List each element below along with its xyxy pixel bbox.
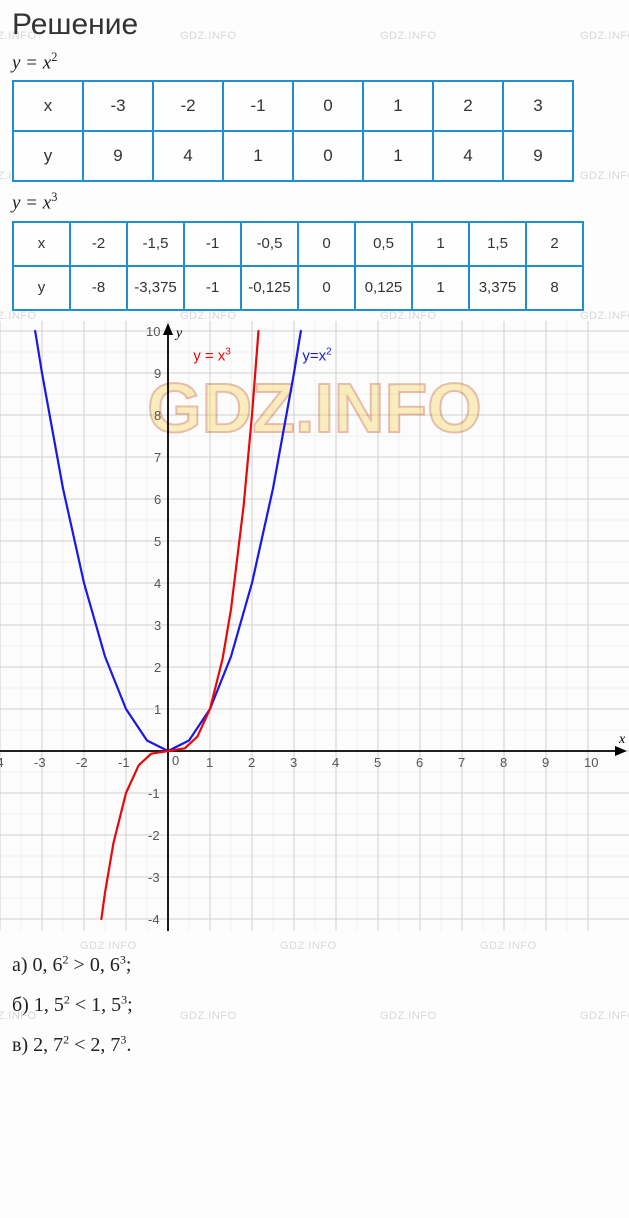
table-cell: 0 <box>298 222 355 266</box>
svg-text:y: y <box>174 326 183 341</box>
svg-text:8: 8 <box>154 408 161 423</box>
svg-text:1: 1 <box>154 702 161 717</box>
svg-text:-3: -3 <box>34 755 46 770</box>
svg-text:9: 9 <box>542 755 549 770</box>
svg-text:7: 7 <box>458 755 465 770</box>
svg-text:-4: -4 <box>0 755 4 770</box>
svg-text:1: 1 <box>206 755 213 770</box>
svg-text:x: x <box>618 732 626 747</box>
table-cell: x <box>13 81 83 131</box>
chart-container: GDZ.INFO x y -4 -3 -2 -1 1 2 3 4 5 6 7 8 9 10 -4 -3 -2 -1 1 2 3… <box>0 321 629 936</box>
table-cell: -1 <box>223 81 293 131</box>
table-cell: 0,125 <box>355 266 412 310</box>
table-cell: -2 <box>153 81 223 131</box>
table-cell: 4 <box>433 131 503 181</box>
table-cell: 0 <box>293 131 363 181</box>
formula-x3: y = x3 <box>12 190 617 214</box>
svg-text:5: 5 <box>154 534 161 549</box>
answer-c-label: в) <box>12 1034 28 1056</box>
formula-x2: y = x2 <box>12 50 617 74</box>
table-cell: 2 <box>526 222 583 266</box>
table-cell: 4 <box>153 131 223 181</box>
table-cell: -1 <box>184 222 241 266</box>
svg-text:-2: -2 <box>148 828 160 843</box>
table-cell: y <box>13 131 83 181</box>
answer-c: в) 2, 72 < 2, 73. <box>12 1026 617 1064</box>
table-cell: 2 <box>433 81 503 131</box>
answer-c-expr: 2, 72 < 2, 73. <box>33 1034 131 1056</box>
answer-b-label: б) <box>12 994 29 1016</box>
svg-text:-1: -1 <box>148 786 160 801</box>
answers-block: а) 0, 62 > 0, 63; б) 1, 52 < 1, 53; в) 2… <box>12 946 617 1064</box>
table-cell: 0,5 <box>355 222 412 266</box>
svg-text:9: 9 <box>154 366 161 381</box>
table-cell: -0,125 <box>241 266 298 310</box>
function-chart: GDZ.INFO x y -4 -3 -2 -1 1 2 3 4 5 6 7 8 9 10 -4 -3 -2 -1 1 2 3… <box>0 321 629 931</box>
table-cell: y <box>13 266 70 310</box>
table-cell: -8 <box>70 266 127 310</box>
table-x3: x-2-1,5-1-0,500,511,52 y-8-3,375-1-0,125… <box>12 221 584 311</box>
svg-text:10: 10 <box>584 755 598 770</box>
svg-text:3: 3 <box>154 618 161 633</box>
table-cell: 1 <box>412 266 469 310</box>
svg-text:3: 3 <box>290 755 297 770</box>
svg-text:4: 4 <box>154 576 161 591</box>
table-cell: 1 <box>363 81 433 131</box>
table-cell: -2 <box>70 222 127 266</box>
svg-text:10: 10 <box>146 324 160 339</box>
svg-text:6: 6 <box>416 755 423 770</box>
answer-b-expr: 1, 52 < 1, 53; <box>34 994 133 1016</box>
svg-text:0: 0 <box>172 753 179 768</box>
table-cell: 0 <box>298 266 355 310</box>
table-cell: 1 <box>363 131 433 181</box>
svg-text:-4: -4 <box>148 912 160 927</box>
table-cell: 9 <box>83 131 153 181</box>
table-cell: x <box>13 222 70 266</box>
table-cell: -3 <box>83 81 153 131</box>
svg-text:2: 2 <box>248 755 255 770</box>
table-cell: -1 <box>184 266 241 310</box>
svg-text:-2: -2 <box>76 755 88 770</box>
table-x2: x-3-2-10123 y9410149 <box>12 80 574 182</box>
table-cell: 1,5 <box>469 222 526 266</box>
svg-text:8: 8 <box>500 755 507 770</box>
svg-text:7: 7 <box>154 450 161 465</box>
table-cell: -0,5 <box>241 222 298 266</box>
table-cell: 1 <box>412 222 469 266</box>
svg-text:6: 6 <box>154 492 161 507</box>
svg-text:2: 2 <box>154 660 161 675</box>
table-cell: 0 <box>293 81 363 131</box>
svg-text:5: 5 <box>374 755 381 770</box>
table-cell: 1 <box>223 131 293 181</box>
table-cell: 3 <box>503 81 573 131</box>
answer-a-label: а) <box>12 954 28 976</box>
answer-a-expr: 0, 62 > 0, 63; <box>33 954 132 976</box>
svg-text:GDZ.INFO: GDZ.INFO <box>147 368 481 446</box>
svg-text:-1: -1 <box>118 755 130 770</box>
table-cell: 3,375 <box>469 266 526 310</box>
svg-text:-3: -3 <box>148 870 160 885</box>
table-cell: 9 <box>503 131 573 181</box>
table-cell: 8 <box>526 266 583 310</box>
answer-a: а) 0, 62 > 0, 63; <box>12 946 617 984</box>
page-title: Решение <box>12 8 617 42</box>
table-cell: -3,375 <box>127 266 184 310</box>
svg-text:4: 4 <box>332 755 339 770</box>
answer-b: б) 1, 52 < 1, 53; <box>12 986 617 1024</box>
table-cell: -1,5 <box>127 222 184 266</box>
